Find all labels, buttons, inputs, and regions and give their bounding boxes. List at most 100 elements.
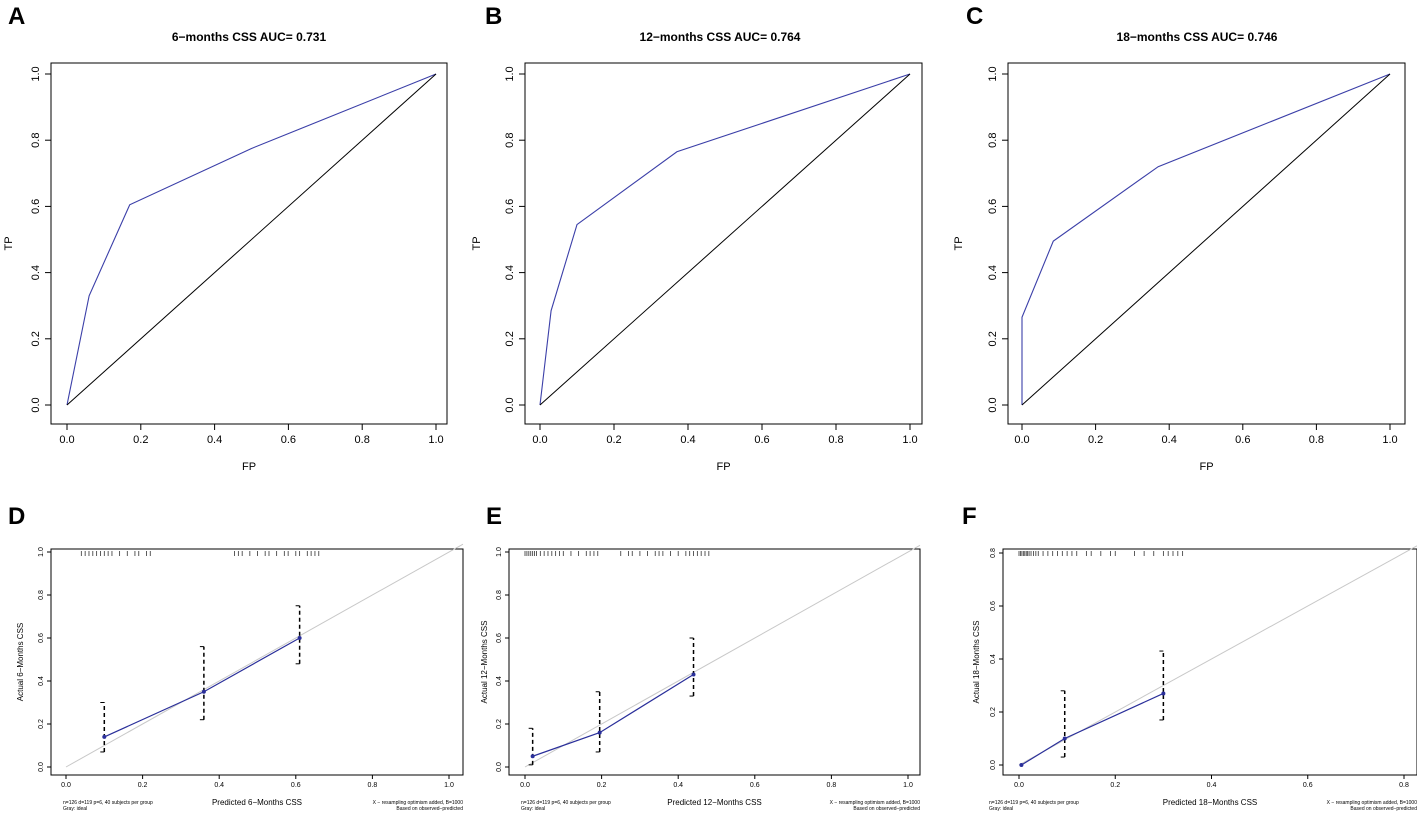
y-axis-label: Actual 6−Months CSS <box>16 623 25 701</box>
y-tick-label: 0.4 <box>504 265 516 280</box>
footnote-left: Gray: ideal <box>63 806 87 812</box>
x-tick-label: 0.4 <box>214 782 224 789</box>
footnote-right: Based on observed−predicted <box>853 806 920 812</box>
x-axis-label: Predicted 12−Months CSS <box>667 798 762 807</box>
x-axis-label: Predicted 18−Months CSS <box>1163 798 1258 807</box>
x-tick-label: 1.0 <box>1382 434 1397 446</box>
y-tick-label: 0.0 <box>987 397 999 412</box>
calibration-point <box>530 754 535 759</box>
x-tick-label: 0.6 <box>1303 782 1313 789</box>
x-tick-label: 1.0 <box>428 434 443 446</box>
footnote-right: X − resampling optimism added, B=1000 <box>1327 800 1417 806</box>
y-tick-label: 1.0 <box>496 547 503 557</box>
x-tick-label: 0.0 <box>59 434 74 446</box>
x-tick-label: 0.2 <box>133 434 148 446</box>
y-axis-label: TP <box>3 236 15 250</box>
y-axis-label: TP <box>471 236 483 250</box>
x-tick-label: 0.8 <box>827 782 837 789</box>
y-tick-label: 0.8 <box>987 133 999 148</box>
x-tick-label: 0.6 <box>291 782 301 789</box>
calibration-point <box>102 734 107 739</box>
roc-curve-line <box>66 73 437 406</box>
y-tick-label: 0.2 <box>30 331 42 346</box>
x-tick-label: 0.8 <box>355 434 370 446</box>
y-tick-label: 0.8 <box>30 133 42 148</box>
x-tick-label: 0.6 <box>754 434 769 446</box>
roc-curve-line <box>1021 73 1391 405</box>
y-tick-label: 0.4 <box>987 265 999 280</box>
x-tick-label: 0.8 <box>1309 434 1324 446</box>
x-tick-label: 0.2 <box>606 434 621 446</box>
chart-panel-c: C 18−months CSS AUC= 0.746 0.0 0.2 0.4 0.6 0.8… <box>953 3 1406 473</box>
x-tick-label: 0.2 <box>597 782 607 789</box>
y-tick-label: 0.2 <box>990 707 997 717</box>
x-tick-label: 0.2 <box>138 782 148 789</box>
y-tick-label: 0.6 <box>504 199 516 214</box>
x-tick-label: 0.6 <box>281 434 296 446</box>
x-tick-label: 0.4 <box>680 434 695 446</box>
y-tick-label: 0.8 <box>38 590 45 600</box>
chart-title: 12−months CSS AUC= 0.764 <box>640 30 801 44</box>
footnote-right: X − resampling optimism added, B=1000 <box>830 800 921 806</box>
x-tick-label: 0.8 <box>1399 782 1409 789</box>
chart-panel-d: D 0.0 0.2 0.4 0.6 0.8 1.0 0.0 0.2 0.4 0.6 0.8 1.0 Pre… <box>8 503 464 812</box>
chart-panel-a: A 6−months CSS AUC= 0.731 0.0 0.2 0.4 0.6 0.8 1… <box>3 3 448 473</box>
calibration-point <box>201 689 206 694</box>
chart-title: 18−months CSS AUC= 0.746 <box>1117 30 1278 44</box>
panel-letter: A <box>8 3 25 30</box>
y-tick-label: 0.8 <box>990 548 997 558</box>
y-tick-label: 0.6 <box>987 199 999 214</box>
footnote-left: Gray: ideal <box>521 806 545 812</box>
footnote-left: Gray: ideal <box>989 806 1013 812</box>
y-tick-label: 0.0 <box>30 397 42 412</box>
calibration-point <box>691 672 696 677</box>
ideal-line <box>65 543 464 768</box>
calibration-line <box>532 674 694 757</box>
footnote-left: n=126 d=119 p=6, 40 subjects per group <box>63 800 153 806</box>
y-tick-label: 0.0 <box>504 397 516 412</box>
y-tick-label: 0.4 <box>496 676 503 686</box>
x-axis-label: FP <box>1199 461 1213 473</box>
x-tick-label: 1.0 <box>902 434 917 446</box>
y-tick-label: 0.2 <box>496 719 503 729</box>
chart-panel-f: F 0.0 0.2 0.4 0.6 0.8 0.0 0.2 0.4 0.6 0.8 Predicted… <box>962 503 1417 812</box>
panel-letter: F <box>962 503 977 530</box>
panel-letter: D <box>8 503 25 530</box>
x-axis-label: Predicted 6−Months CSS <box>212 798 302 807</box>
y-tick-label: 0.6 <box>30 199 42 214</box>
x-tick-label: 1.0 <box>444 782 454 789</box>
x-tick-label: 0.0 <box>61 782 71 789</box>
x-tick-label: 0.4 <box>207 434 222 446</box>
x-axis-label: FP <box>242 461 256 473</box>
x-tick-label: 0.8 <box>368 782 378 789</box>
y-tick-label: 1.0 <box>30 66 42 81</box>
y-tick-label: 0.6 <box>496 633 503 643</box>
chart-title: 6−months CSS AUC= 0.731 <box>172 30 327 44</box>
x-tick-label: 0.4 <box>673 782 683 789</box>
x-tick-label: 0.8 <box>828 434 843 446</box>
calibration-point <box>1062 736 1067 741</box>
panel-letter: B <box>485 3 502 30</box>
y-tick-label: 0.4 <box>990 654 997 664</box>
calibration-point <box>1019 763 1024 767</box>
y-axis-label: Actual 18−Months CSS <box>972 621 981 704</box>
plot-frame <box>1007 62 1406 425</box>
y-tick-label: 0.2 <box>504 331 516 346</box>
x-tick-label: 0.2 <box>1088 434 1103 446</box>
reference-diagonal-line <box>1021 73 1391 406</box>
x-tick-label: 0.0 <box>1014 782 1024 789</box>
y-tick-label: 0.6 <box>990 601 997 611</box>
y-tick-label: 0.6 <box>38 633 45 643</box>
calibration-line <box>1021 692 1164 766</box>
chart-panel-b: B 12−months CSS AUC= 0.764 0.0 0.2 0.4 0.6 0.8… <box>471 3 923 473</box>
panel-letter: E <box>486 503 502 530</box>
x-tick-label: 0.2 <box>1110 782 1120 789</box>
chart-panel-e: E 0.0 0.2 0.4 0.6 0.8 1.0 0.0 0.2 0.4 0.6 0.8 1.0 Pre… <box>480 503 921 812</box>
footnote-left: n=126 d=119 p=6, 40 subjects per group <box>989 800 1079 806</box>
y-tick-label: 0.8 <box>504 133 516 148</box>
y-tick-label: 0.2 <box>987 331 999 346</box>
x-tick-label: 0.0 <box>520 782 530 789</box>
x-tick-label: 0.4 <box>1162 434 1177 446</box>
calibration-point <box>1161 691 1166 696</box>
